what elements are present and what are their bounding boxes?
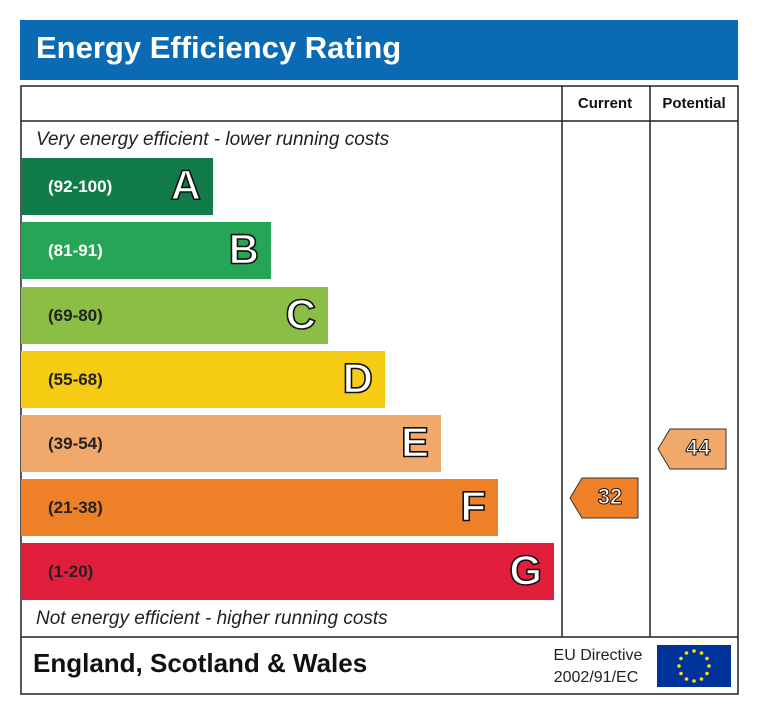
band-letter: B [229, 226, 259, 273]
band-bar [21, 351, 385, 408]
band-bar [21, 543, 554, 600]
star [677, 664, 681, 668]
title-bar [20, 20, 738, 80]
bottom-note: Not energy efficient - higher running co… [36, 608, 388, 629]
region: England, Scotland & Wales [33, 648, 367, 678]
title: Energy Efficiency Rating [36, 30, 401, 65]
star [692, 679, 696, 683]
directive-line2: 2002/91/EC [554, 669, 639, 686]
directive-line1: EU Directive [554, 647, 643, 664]
star [707, 664, 711, 668]
band-bar [21, 222, 271, 279]
band-letter: C [286, 291, 316, 338]
star [684, 677, 689, 681]
band-letter: G [509, 547, 542, 594]
band-bar [21, 479, 498, 536]
star [699, 651, 704, 655]
potential-arrow [657, 428, 727, 470]
band-range: (92-100) [48, 177, 112, 196]
band-range: (1-20) [48, 562, 93, 581]
current-value: 32 [598, 484, 622, 509]
star [705, 671, 709, 676]
star [692, 649, 696, 653]
band-letter: D [343, 355, 373, 402]
current-header: Current [578, 95, 632, 112]
star [705, 656, 709, 661]
band-bar [21, 158, 213, 215]
star [684, 651, 689, 655]
band-bar [21, 287, 328, 344]
top-note: Very energy efficient - lower running co… [36, 129, 390, 150]
band-range: (69-80) [48, 306, 103, 325]
star [679, 656, 683, 661]
current-arrow [569, 477, 639, 519]
eu-stars [677, 649, 711, 683]
bands: (92-100) A (81-91) B (69-80) C (55-68) D (39-54)… [21, 158, 554, 600]
band-bar [21, 415, 441, 472]
band-range: (39-54) [48, 434, 103, 453]
band-range: (55-68) [48, 370, 103, 389]
star [679, 671, 683, 676]
band-letter: A [171, 162, 201, 209]
band-range: (21-38) [48, 498, 103, 517]
potential-value: 44 [686, 435, 711, 460]
star [699, 677, 704, 681]
band-range: (81-91) [48, 241, 103, 260]
band-letter: F [460, 483, 486, 530]
potential-header: Potential [662, 95, 725, 112]
band-letter: E [401, 419, 429, 466]
